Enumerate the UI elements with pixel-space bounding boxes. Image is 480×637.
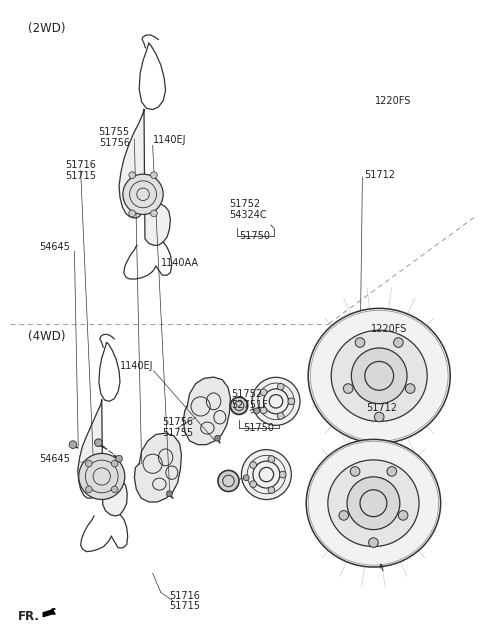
Text: (4WD): (4WD) [28, 330, 65, 343]
Circle shape [151, 210, 157, 217]
Circle shape [111, 460, 118, 467]
Ellipse shape [331, 330, 427, 422]
Text: 54324C: 54324C [229, 210, 267, 220]
Text: 51756: 51756 [99, 138, 130, 148]
Circle shape [250, 462, 256, 468]
Ellipse shape [328, 460, 419, 547]
Text: (2WD): (2WD) [28, 22, 65, 35]
Circle shape [339, 511, 348, 520]
Circle shape [218, 470, 239, 492]
Circle shape [355, 338, 365, 347]
Text: 51716: 51716 [65, 160, 96, 170]
Circle shape [85, 486, 92, 493]
Ellipse shape [360, 310, 386, 441]
Circle shape [129, 210, 135, 217]
Ellipse shape [308, 308, 450, 443]
Circle shape [252, 377, 300, 426]
Text: 51755: 51755 [162, 428, 193, 438]
Circle shape [230, 397, 248, 415]
Circle shape [288, 398, 295, 404]
Circle shape [350, 467, 360, 476]
Circle shape [111, 486, 118, 493]
Text: 51752: 51752 [229, 199, 261, 209]
Circle shape [79, 454, 125, 499]
Text: 1220FS: 1220FS [371, 324, 407, 334]
Polygon shape [134, 433, 181, 502]
Circle shape [387, 467, 396, 476]
Circle shape [95, 439, 102, 447]
Circle shape [260, 389, 267, 396]
Circle shape [129, 172, 135, 178]
Circle shape [151, 172, 157, 178]
Circle shape [241, 450, 291, 499]
Polygon shape [78, 400, 127, 516]
Circle shape [268, 487, 275, 494]
Text: 1140AA: 1140AA [161, 258, 199, 268]
Circle shape [343, 383, 353, 393]
Text: 51750: 51750 [243, 423, 274, 433]
Circle shape [268, 455, 275, 462]
Circle shape [279, 471, 286, 478]
Text: 51712: 51712 [364, 170, 395, 180]
Circle shape [243, 475, 249, 481]
Circle shape [374, 412, 384, 422]
Circle shape [277, 413, 284, 419]
Circle shape [347, 477, 400, 529]
Text: 51750: 51750 [239, 231, 270, 241]
Text: 51755: 51755 [99, 127, 130, 137]
Circle shape [123, 174, 163, 215]
Circle shape [406, 383, 415, 393]
Circle shape [260, 407, 267, 413]
Polygon shape [43, 609, 55, 617]
Polygon shape [119, 110, 170, 245]
Circle shape [351, 348, 407, 404]
Ellipse shape [356, 443, 379, 564]
Polygon shape [183, 377, 230, 445]
Text: 51752: 51752 [231, 389, 263, 399]
Circle shape [167, 490, 172, 497]
Circle shape [116, 455, 122, 462]
Text: 54645: 54645 [39, 242, 70, 252]
Text: 51716: 51716 [169, 590, 200, 601]
Text: 1220FS: 1220FS [375, 96, 412, 106]
Circle shape [254, 408, 260, 414]
Text: 1140EJ: 1140EJ [120, 361, 154, 371]
Text: 51715: 51715 [65, 171, 96, 181]
Circle shape [250, 481, 256, 487]
Text: 52751F: 52751F [231, 400, 268, 410]
Text: 51715: 51715 [169, 601, 200, 612]
Circle shape [69, 441, 77, 448]
Circle shape [85, 460, 92, 467]
Circle shape [398, 511, 408, 520]
Circle shape [277, 383, 284, 390]
Circle shape [369, 538, 378, 547]
Ellipse shape [306, 440, 441, 567]
Text: FR.: FR. [18, 610, 40, 623]
Text: 54645: 54645 [39, 454, 70, 464]
Circle shape [215, 435, 220, 441]
Circle shape [394, 338, 403, 347]
Text: 51756: 51756 [162, 417, 193, 427]
Text: 51712: 51712 [366, 403, 397, 413]
Text: 1140EJ: 1140EJ [153, 135, 186, 145]
